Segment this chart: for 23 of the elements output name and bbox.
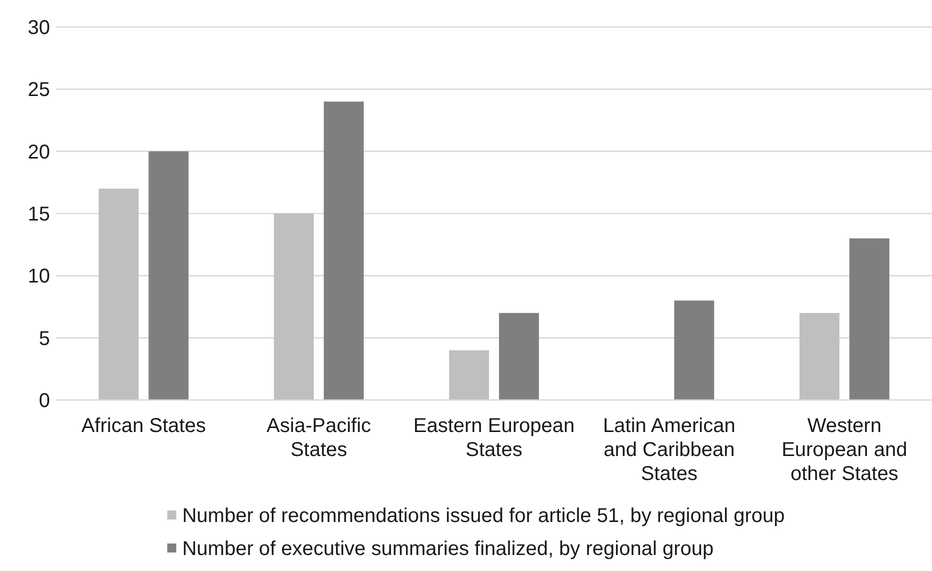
y-tick-label: 0 [38, 390, 50, 412]
y-tick-label: 25 [28, 79, 50, 102]
x-tick-label: Latin American and Caribbean States [603, 415, 736, 485]
bar [324, 102, 364, 400]
y-tick-label: 5 [38, 328, 50, 350]
x-tick-label: Western European and other States [782, 415, 908, 485]
bar [498, 312, 539, 400]
legend-label: Number of executive summaries finalized, by regional group [182, 538, 714, 560]
x-tick-label: Asia-Pacific States [266, 415, 372, 461]
bar [148, 151, 189, 400]
bar [674, 300, 714, 400]
bar [799, 312, 840, 400]
legend-label: Number of recommendations issued for article 51, by regional group [182, 505, 785, 527]
x-tick-label: African States [81, 415, 206, 437]
x-tick-label: Eastern European States [413, 415, 575, 461]
y-tick-label: 15 [28, 204, 50, 226]
y-tick-label: 10 [28, 266, 50, 288]
bar [274, 214, 314, 400]
bar [449, 350, 490, 400]
y-tick-label: 20 [28, 141, 50, 164]
y-tick-label: 30 [28, 17, 50, 39]
bar [98, 188, 139, 400]
bar [849, 238, 890, 400]
